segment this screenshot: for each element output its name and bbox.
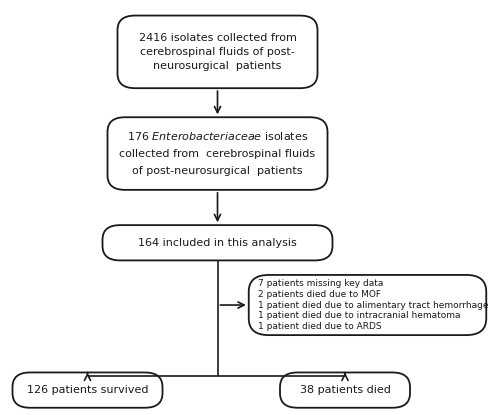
Text: collected from  cerebrospinal fluids: collected from cerebrospinal fluids: [120, 149, 316, 159]
Text: 1 patient died due to intracranial hematoma: 1 patient died due to intracranial hemat…: [258, 312, 460, 320]
FancyBboxPatch shape: [280, 373, 410, 408]
FancyBboxPatch shape: [118, 16, 318, 88]
FancyBboxPatch shape: [108, 117, 328, 190]
FancyBboxPatch shape: [249, 275, 486, 335]
FancyBboxPatch shape: [102, 225, 332, 261]
Text: 2 patients died due to MOF: 2 patients died due to MOF: [258, 290, 381, 298]
Text: 1 patient died due to alimentary tract hemorrhage: 1 patient died due to alimentary tract h…: [258, 300, 488, 310]
Text: of post-neurosurgical  patients: of post-neurosurgical patients: [132, 166, 303, 176]
Text: 176 $\it{Enterobacteriaceae}$ isolates: 176 $\it{Enterobacteriaceae}$ isolates: [127, 130, 308, 142]
Text: 7 patients missing key data: 7 patients missing key data: [258, 278, 383, 288]
FancyBboxPatch shape: [12, 373, 162, 408]
Text: 126 patients survived: 126 patients survived: [27, 385, 148, 395]
Text: 164 included in this analysis: 164 included in this analysis: [138, 238, 297, 248]
Text: 38 patients died: 38 patients died: [300, 385, 390, 395]
Text: 2416 isolates collected from
cerebrospinal fluids of post-
neurosurgical  patien: 2416 isolates collected from cerebrospin…: [138, 33, 296, 71]
Text: 1 patient died due to ARDS: 1 patient died due to ARDS: [258, 322, 382, 332]
